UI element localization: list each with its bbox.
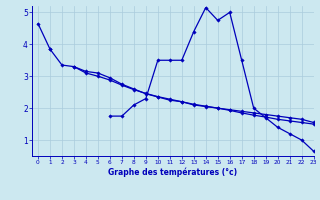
X-axis label: Graphe des températures (°c): Graphe des températures (°c) bbox=[108, 168, 237, 177]
